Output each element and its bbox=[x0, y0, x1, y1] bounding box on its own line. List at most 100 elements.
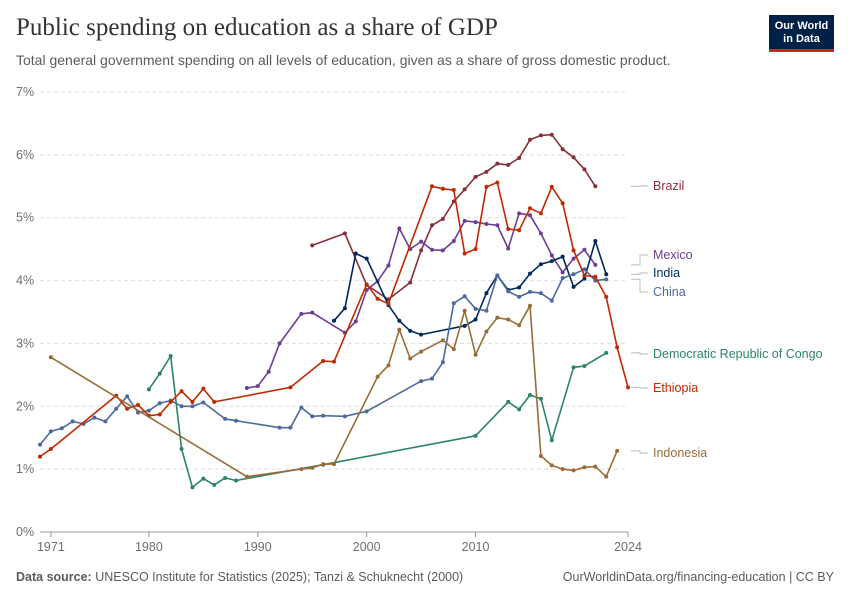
data-point-brazil[interactable] bbox=[462, 187, 467, 192]
data-point-brazil[interactable] bbox=[593, 184, 598, 189]
data-point-china[interactable] bbox=[299, 405, 304, 410]
data-point-china[interactable] bbox=[179, 404, 184, 409]
data-point-china[interactable] bbox=[234, 418, 238, 423]
data-point-ethiopia[interactable] bbox=[473, 247, 478, 252]
data-point-brazil[interactable] bbox=[506, 162, 511, 167]
data-point-ethiopia[interactable] bbox=[332, 359, 336, 364]
data-point-indonesia[interactable] bbox=[571, 468, 576, 473]
data-point-indonesia[interactable] bbox=[615, 448, 620, 453]
data-point-china[interactable] bbox=[451, 301, 456, 306]
data-point-mexico[interactable] bbox=[495, 223, 500, 228]
data-point-democratic-republic-of-congo[interactable] bbox=[582, 364, 587, 369]
data-point-india[interactable] bbox=[593, 238, 598, 243]
owid-logo[interactable]: Our World in Data bbox=[769, 15, 834, 52]
data-point-china[interactable] bbox=[157, 401, 162, 406]
series-line-indonesia[interactable] bbox=[50, 304, 618, 478]
data-point-china[interactable] bbox=[146, 408, 151, 413]
data-point-ethiopia[interactable] bbox=[517, 228, 522, 233]
data-point-mexico[interactable] bbox=[506, 246, 511, 251]
data-point-mexico[interactable] bbox=[353, 319, 358, 324]
data-point-indonesia[interactable] bbox=[517, 323, 522, 328]
data-point-brazil[interactable] bbox=[440, 216, 445, 221]
footer-url[interactable]: OurWorldinData.org/financing-education |… bbox=[562, 570, 834, 584]
data-point-ethiopia[interactable] bbox=[48, 447, 53, 452]
data-point-china[interactable] bbox=[201, 400, 206, 405]
data-point-indonesia[interactable] bbox=[440, 338, 445, 343]
data-point-indonesia[interactable] bbox=[506, 317, 511, 322]
data-point-india[interactable] bbox=[353, 251, 358, 256]
data-point-ethiopia[interactable] bbox=[615, 345, 620, 350]
data-point-china[interactable] bbox=[223, 416, 228, 421]
data-point-indonesia[interactable] bbox=[299, 467, 304, 472]
series-label-brazil[interactable]: Brazil bbox=[653, 179, 684, 193]
data-point-mexico[interactable] bbox=[538, 231, 543, 236]
data-point-democratic-republic-of-congo[interactable] bbox=[168, 354, 173, 358]
series-line-brazil[interactable] bbox=[311, 133, 596, 301]
series-line-india[interactable] bbox=[333, 240, 607, 336]
data-point-india[interactable] bbox=[549, 259, 554, 264]
data-point-democratic-republic-of-congo[interactable] bbox=[473, 433, 478, 438]
data-point-china[interactable] bbox=[48, 429, 53, 434]
data-point-ethiopia[interactable] bbox=[375, 296, 380, 301]
data-point-ethiopia[interactable] bbox=[190, 399, 195, 404]
data-point-indonesia[interactable] bbox=[462, 308, 467, 313]
series-label-ethiopia[interactable]: Ethiopia bbox=[653, 381, 698, 395]
data-point-china[interactable] bbox=[604, 277, 609, 282]
data-point-china[interactable] bbox=[462, 294, 467, 299]
data-point-brazil[interactable] bbox=[484, 169, 489, 174]
data-point-democratic-republic-of-congo[interactable] bbox=[223, 475, 228, 480]
data-point-indonesia[interactable] bbox=[528, 303, 532, 308]
data-point-mexico[interactable] bbox=[266, 369, 271, 374]
data-point-democratic-republic-of-congo[interactable] bbox=[604, 350, 609, 355]
data-point-mexico[interactable] bbox=[473, 220, 478, 225]
data-point-mexico[interactable] bbox=[419, 239, 424, 244]
series-label-indonesia[interactable]: Indonesia bbox=[653, 446, 707, 460]
data-point-india[interactable] bbox=[397, 318, 402, 323]
data-point-mexico[interactable] bbox=[440, 248, 445, 253]
data-point-indonesia[interactable] bbox=[310, 465, 315, 470]
data-point-indonesia[interactable] bbox=[375, 374, 380, 379]
data-point-china[interactable] bbox=[125, 394, 130, 399]
data-point-ethiopia[interactable] bbox=[538, 211, 543, 216]
data-point-brazil[interactable] bbox=[419, 248, 424, 253]
data-point-china[interactable] bbox=[484, 308, 489, 313]
data-point-ethiopia[interactable] bbox=[582, 273, 587, 278]
data-point-indonesia[interactable] bbox=[604, 474, 609, 479]
data-point-china[interactable] bbox=[528, 289, 532, 294]
data-point-china[interactable] bbox=[321, 413, 326, 418]
data-point-china[interactable] bbox=[430, 376, 434, 381]
data-point-brazil[interactable] bbox=[549, 132, 554, 137]
data-point-indonesia[interactable] bbox=[495, 315, 500, 320]
data-point-brazil[interactable] bbox=[528, 137, 532, 142]
data-point-democratic-republic-of-congo[interactable] bbox=[146, 387, 151, 392]
data-point-china[interactable] bbox=[38, 442, 42, 447]
data-point-china[interactable] bbox=[506, 289, 511, 294]
series-line-china[interactable] bbox=[39, 268, 607, 446]
data-point-brazil[interactable] bbox=[310, 243, 315, 248]
data-point-china[interactable] bbox=[288, 425, 293, 430]
data-point-china[interactable] bbox=[571, 272, 576, 277]
data-point-india[interactable] bbox=[364, 256, 369, 261]
data-point-china[interactable] bbox=[59, 426, 64, 431]
data-point-democratic-republic-of-congo[interactable] bbox=[179, 447, 184, 452]
series-label-democratic-republic-of-congo[interactable]: Democratic Republic of Congo bbox=[653, 347, 823, 361]
data-point-china[interactable] bbox=[538, 291, 543, 296]
data-point-mexico[interactable] bbox=[255, 384, 260, 389]
data-point-mexico[interactable] bbox=[560, 270, 565, 275]
data-point-ethiopia[interactable] bbox=[125, 406, 130, 411]
data-point-democratic-republic-of-congo[interactable] bbox=[157, 371, 162, 376]
data-point-india[interactable] bbox=[484, 291, 489, 296]
data-point-ethiopia[interactable] bbox=[495, 180, 500, 185]
data-point-mexico[interactable] bbox=[244, 386, 249, 391]
data-point-india[interactable] bbox=[528, 271, 532, 276]
data-point-china[interactable] bbox=[70, 419, 75, 424]
data-point-ethiopia[interactable] bbox=[451, 188, 456, 193]
data-point-india[interactable] bbox=[342, 306, 347, 311]
data-point-china[interactable] bbox=[342, 414, 347, 419]
data-point-ethiopia[interactable] bbox=[528, 206, 532, 211]
data-point-indonesia[interactable] bbox=[593, 464, 598, 469]
data-point-mexico[interactable] bbox=[451, 238, 456, 243]
data-point-democratic-republic-of-congo[interactable] bbox=[528, 392, 532, 397]
data-point-india[interactable] bbox=[604, 272, 609, 277]
data-point-brazil[interactable] bbox=[473, 174, 478, 179]
